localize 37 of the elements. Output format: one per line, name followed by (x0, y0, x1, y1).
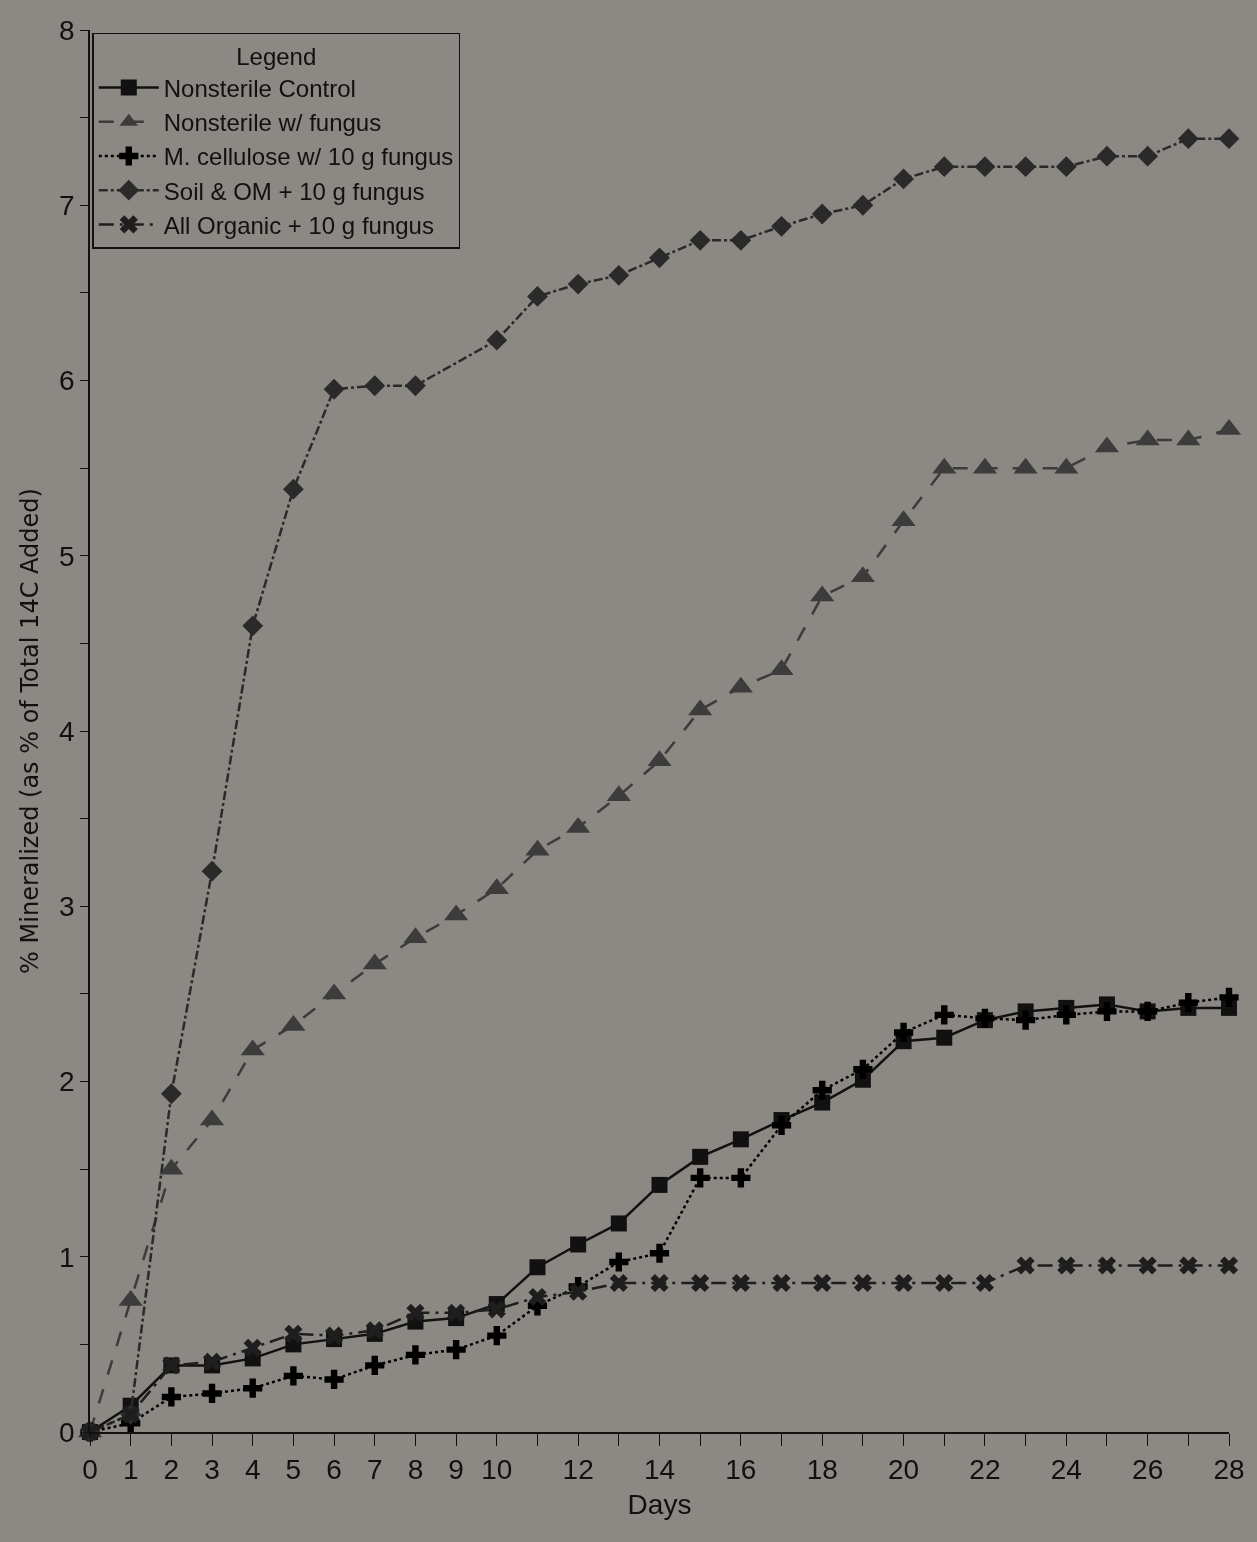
x-tick-label: 24 (1050, 1454, 1082, 1486)
x-tick-label: 12 (562, 1454, 594, 1486)
x-tick-label: 4 (244, 1454, 261, 1486)
y-tick-label: 8 (59, 14, 75, 46)
x-tick-label: 2 (163, 1454, 180, 1486)
y-tick-label: 0 (59, 1416, 75, 1448)
x-tick-label: 10 (481, 1454, 513, 1486)
x-tick-label: 0 (82, 1454, 98, 1486)
x-tick-label: 8 (407, 1454, 424, 1486)
y-axis-title: % Mineralized (as % of Total 14C Added) (15, 488, 44, 974)
x-tick-label: 26 (1132, 1454, 1164, 1486)
y-tick-label: 6 (59, 365, 75, 397)
x-tick-label: 1 (122, 1454, 139, 1486)
x-tick-label: 9 (448, 1454, 464, 1486)
legend-label: Nonsterile w/ fungus (163, 109, 382, 137)
x-tick-label: 22 (969, 1454, 1001, 1486)
legend-title: Legend (236, 43, 317, 71)
x-tick-label: 6 (326, 1454, 342, 1486)
y-tick-label: 3 (59, 891, 75, 923)
y-tick-label: 1 (59, 1241, 75, 1273)
x-tick-label: 3 (204, 1454, 220, 1486)
legend-label: Nonsterile Control (163, 74, 356, 102)
legend-label: Soil & OM + 10 g fungus (163, 177, 425, 205)
y-tick-label: 4 (59, 715, 75, 747)
x-tick-label: 14 (643, 1454, 676, 1486)
x-tick-label: 7 (366, 1454, 383, 1486)
y-tick-label: 7 (59, 190, 75, 222)
y-tick-label: 5 (59, 540, 75, 572)
y-tick-label: 2 (59, 1066, 75, 1098)
x-tick-label: 28 (1213, 1454, 1245, 1486)
x-tick-label: 20 (887, 1454, 920, 1486)
x-tick-label: 16 (725, 1454, 757, 1486)
x-axis-title: Days (627, 1488, 692, 1520)
x-tick-label: 18 (806, 1454, 838, 1486)
x-tick-label: 5 (285, 1454, 302, 1486)
legend-label: M. cellulose w/ 10 g fungus (163, 143, 454, 171)
legend-label: All Organic + 10 g fungus (163, 211, 434, 239)
